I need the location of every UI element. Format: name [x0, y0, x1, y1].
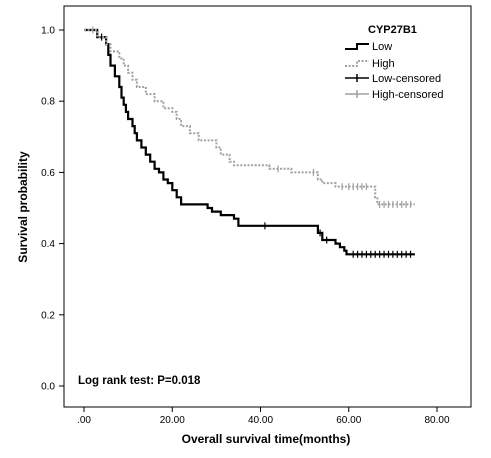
x-tick-label: .00	[77, 415, 91, 426]
series-high-curve	[84, 29, 415, 206]
x-axis-title: Overall survival time(months)	[182, 432, 351, 446]
legend-swatch-low	[345, 43, 369, 50]
y-tick-label: 0.8	[41, 97, 55, 108]
annotation-text: Log rank test: P=0.018	[78, 375, 201, 387]
legend-title: CYP27B1	[368, 24, 417, 36]
y-tick-label: 0.0	[41, 382, 55, 393]
legend-entry-label: Low	[372, 41, 392, 53]
series-low-curve	[84, 28, 415, 256]
y-axis-title: Survival probability	[16, 151, 30, 263]
legend: CYP27B1 Low High Low-censored High-censored	[345, 24, 444, 101]
legend-swatch-high	[345, 60, 369, 67]
series-layer	[84, 26, 415, 258]
legend-entry-label: High	[372, 58, 395, 70]
x-tick-label: 40.00	[248, 415, 273, 426]
axes: .00 20.00 40.00 60.00 80.00 0.0 0.2 0.4 0.6 0.8 1.…	[41, 26, 450, 427]
legend-entry-label: High-censored	[372, 89, 444, 101]
x-tick-label: 80.00	[424, 415, 449, 426]
y-tick-label: 0.4	[41, 239, 55, 250]
legend-entry-label: Low-censored	[372, 73, 441, 85]
y-tick-label: 0.6	[41, 168, 55, 179]
y-tick-label: 1.0	[41, 26, 55, 37]
y-tick-label: 0.2	[41, 310, 55, 321]
x-tick-label: 20.00	[160, 415, 185, 426]
x-tick-label: 60.00	[336, 415, 361, 426]
